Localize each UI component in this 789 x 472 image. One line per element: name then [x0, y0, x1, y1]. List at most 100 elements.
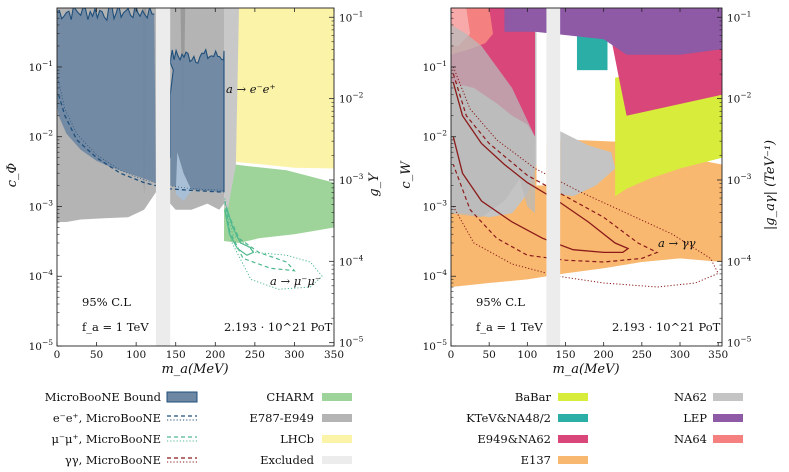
right-plot-regions — [451, 8, 722, 346]
y2-tick-label: 10−2 — [727, 91, 752, 106]
legend-label-charm: CHARM — [266, 390, 314, 404]
legend-label-babar: BaBar — [515, 390, 552, 404]
y2-tick-exponent: −3 — [740, 172, 751, 181]
y-tick-label: 10−3 — [29, 198, 54, 213]
legend-swatch-lep — [713, 414, 743, 422]
y-tick-exponent: −4 — [436, 268, 447, 277]
mumu-dashed-curve — [224, 200, 296, 272]
chart-left: 0 50 100 150 200 250 300 35010−510−410−310−210−… — [5, 7, 382, 377]
legend-label-ktev: KTeV&NA48/2 — [466, 411, 551, 425]
y-tick-exponent: −2 — [436, 129, 447, 138]
legend-label-e137: E137 — [521, 453, 551, 467]
left-annotation-cl: 95% C.L — [82, 295, 131, 309]
y-tick-exponent: −2 — [42, 129, 53, 138]
x-tick-label: 50 — [90, 349, 103, 361]
overlay-grey — [451, 25, 535, 218]
legend-label-e787: E787-E949 — [249, 411, 314, 425]
legend-label-lep: LEP — [683, 411, 707, 425]
x-tick-label: 200 — [205, 349, 225, 361]
y2-tick-exponent: −2 — [352, 91, 363, 100]
left-annotation-fa: f_a = 1 TeV — [82, 320, 149, 334]
chart-right: 0 50 100 150 200 250 300 35010−510−410−310−210−… — [399, 7, 778, 377]
x-tick-label: 300 — [670, 349, 690, 361]
bound-highlight — [175, 152, 192, 201]
right-annotation-pot: 2.193 · 10^21 PoT — [612, 320, 721, 334]
y2-tick-exponent: −5 — [352, 335, 363, 344]
y2-tick-label: 10−5 — [339, 335, 364, 350]
y-tick-label: 10−2 — [423, 129, 448, 144]
y-tick-label: 10−5 — [423, 338, 448, 353]
y-tick-label: 10−4 — [423, 268, 448, 283]
y-tick-label: 10−4 — [29, 268, 54, 283]
y-tick-label: 10−1 — [29, 59, 53, 74]
x-tick-label: 150 — [555, 349, 575, 361]
ee-dashed-curve — [57, 94, 225, 193]
x-tick-label: 250 — [245, 349, 265, 361]
left-xlabel: m_a(MeV) — [161, 362, 228, 377]
legend-swatch-na64 — [713, 435, 743, 443]
microboone-bound-edge-2 — [169, 48, 225, 193]
legend-label-lhcb: LHCb — [280, 432, 314, 446]
legend-swatch-babar — [558, 393, 588, 401]
y2-tick-label: 10−1 — [339, 9, 363, 24]
y-tick-label: 10−5 — [29, 338, 54, 353]
right-annotation-cl: 95% C.L — [476, 295, 525, 309]
excluded-region — [546, 8, 561, 346]
y2-tick-exponent: −1 — [352, 9, 363, 18]
left-plot-frame — [56, 7, 335, 347]
y2-tick-exponent: −2 — [740, 91, 751, 100]
y2-tick-exponent: −5 — [740, 335, 751, 344]
e787-edge — [224, 8, 239, 214]
y-tick-exponent: −5 — [436, 338, 447, 347]
y-tick-exponent: −4 — [42, 268, 53, 277]
blank-gap — [536, 8, 547, 186]
legend-label-ee: e⁻e⁺, MicroBooNE — [53, 411, 161, 425]
y2-tick-label: 10−2 — [339, 91, 364, 106]
x-tick-label: 150 — [166, 349, 186, 361]
y2-tick-label: 10−4 — [339, 253, 364, 268]
microboone-bound-region-2 — [170, 49, 224, 193]
legend-swatch-bound — [166, 391, 198, 403]
legend-label-e949na62: E949&NA62 — [477, 432, 551, 446]
y2-tick-exponent: −4 — [352, 253, 363, 262]
right-annotation-gg: a → γγ — [658, 236, 696, 250]
y-tick-exponent: −3 — [42, 198, 53, 207]
legend-swatch-na62 — [713, 393, 743, 401]
y-tick-label: 10−3 — [423, 198, 448, 213]
excluded-region — [155, 8, 171, 346]
na62-region-2 — [560, 131, 616, 197]
y-tick-label: 10−1 — [423, 59, 447, 74]
y2-tick-exponent: −3 — [352, 172, 363, 181]
x-tick-label: 250 — [632, 349, 652, 361]
x-tick-label: 350 — [708, 349, 728, 361]
right-y2label: |g_aγ| (TeV⁻¹) — [763, 140, 778, 230]
legend-label-bound: MicroBooNE Bound — [45, 390, 162, 404]
y-tick-exponent: −1 — [436, 59, 447, 68]
charm-region — [224, 163, 334, 243]
y2-tick-label: 10−3 — [339, 172, 364, 187]
legend-label-excluded: Excluded — [260, 453, 315, 467]
legend-swatch-excluded — [322, 456, 352, 464]
legend-swatch-lhcb — [322, 435, 352, 443]
mumu-solid-curve — [224, 206, 255, 256]
x-tick-label: 0 — [448, 349, 455, 361]
legend-label-gg: γγ, MicroBooNE — [65, 453, 161, 467]
gg-dashed-curve — [452, 73, 659, 263]
legend-label-na64: NA64 — [674, 432, 707, 446]
x-tick-label: 350 — [324, 349, 344, 361]
y-tick-label: 10−2 — [29, 129, 54, 144]
microboone-bound-edge — [57, 8, 155, 22]
y2-tick-label: 10−4 — [727, 253, 752, 268]
right-ylabel: c_W — [399, 160, 414, 189]
y-tick-exponent: −1 — [42, 59, 53, 68]
legend-swatch-ktev — [558, 414, 588, 422]
legend-label-mumu: μ⁻μ⁺, MicroBooNE — [52, 432, 161, 446]
legend-left: MicroBooNE Bound e⁻e⁺, MicroBooNE μ⁻μ⁺, Mi… — [45, 390, 352, 467]
legend-swatch-charm — [322, 393, 352, 401]
mumu-dotted-curve — [224, 198, 323, 290]
x-tick-label: 100 — [517, 349, 537, 361]
left-annotation-ee: a → e⁻e⁺ — [226, 82, 276, 96]
y2-tick-label: 10−5 — [727, 335, 752, 350]
legend-swatch-e137 — [558, 456, 588, 464]
